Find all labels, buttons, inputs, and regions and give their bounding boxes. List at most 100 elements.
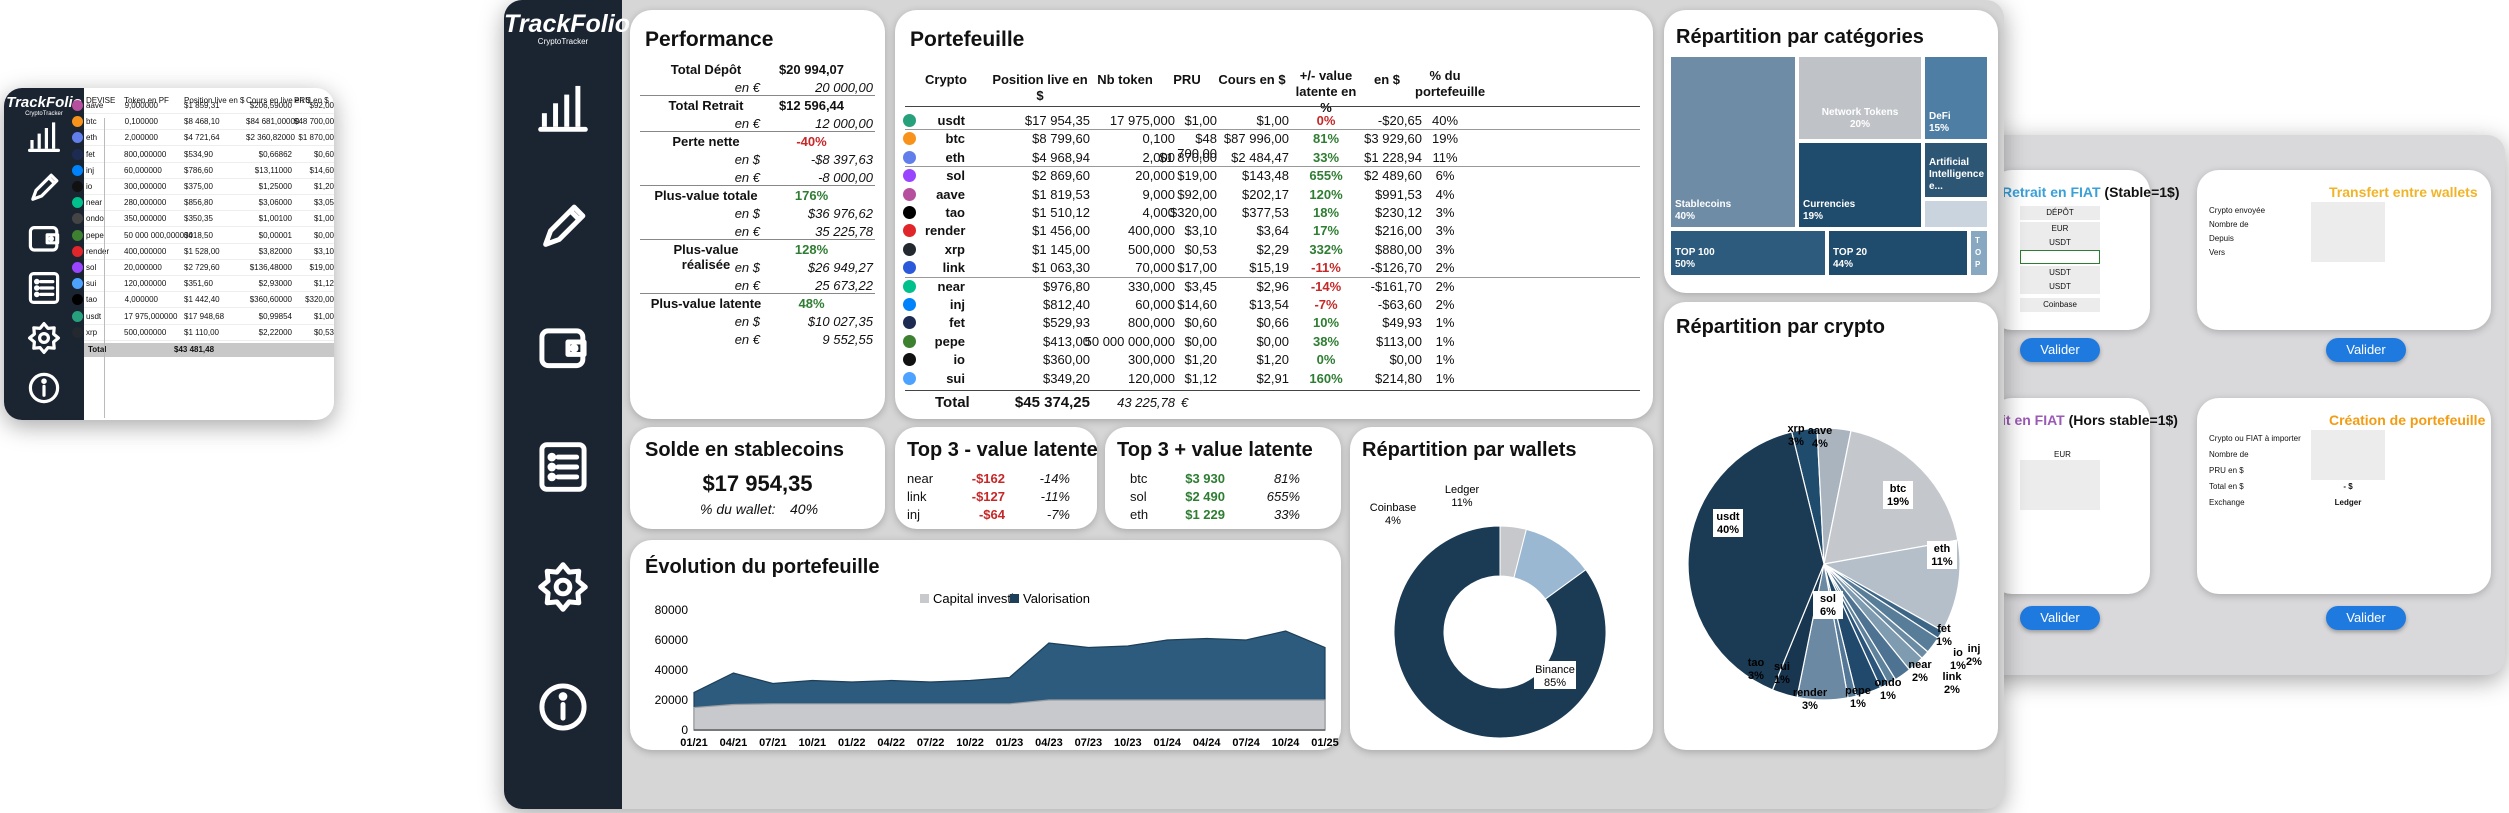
valider-button-1[interactable]: Valider bbox=[2020, 338, 2100, 362]
top_plus-pct: 33% bbox=[1273, 507, 1300, 522]
depot-input-box[interactable] bbox=[2020, 460, 2100, 510]
portfolio-pru: $19,00 bbox=[1177, 168, 1217, 184]
top_minus-crypto: link bbox=[907, 489, 927, 504]
left-sheet-pru: $1,00 bbox=[313, 214, 334, 224]
treemap-cat-pct: e... bbox=[1929, 181, 1943, 192]
treemap-cell: Network Tokens 20% bbox=[1798, 56, 1922, 140]
performance-label: en € bbox=[734, 170, 760, 185]
performance-label: en $ bbox=[734, 260, 760, 275]
info-icon[interactable] bbox=[532, 676, 594, 738]
table-row: eth $4 968,94 2,000 $1 870,00 $2 484,47 33% $1… bbox=[895, 149, 1653, 167]
portfolio-card: Portefeuille Crypto Position live en $ Nb … bbox=[895, 10, 1653, 419]
wallet-icon[interactable] bbox=[532, 316, 594, 378]
valider-button-4[interactable]: Valider bbox=[2326, 606, 2406, 630]
fet-icon bbox=[72, 148, 83, 160]
performance-label: Perte nette bbox=[672, 134, 740, 149]
portfolio-header-line bbox=[905, 106, 1640, 107]
retrait-input-selected[interactable] bbox=[2020, 250, 2100, 264]
retrait-field[interactable]: EUR bbox=[2020, 222, 2100, 236]
performance-label: en $ bbox=[734, 314, 760, 329]
performance-value: 9 552,55 bbox=[822, 332, 873, 347]
left-sheet-tokens: 400,000000 bbox=[124, 246, 167, 256]
portfolio-pru: $1,20 bbox=[1184, 352, 1217, 368]
top_plus-usd: $3 930 bbox=[1185, 471, 1225, 486]
retrait-field[interactable]: DÉPÔT bbox=[2020, 206, 2100, 220]
x-tick-label: 01/23 bbox=[996, 737, 1024, 749]
creation-input-box[interactable] bbox=[2311, 430, 2385, 480]
crypto-pie-chart: xrp3%aave4%btc19%eth11%fet1%inj2%io1%lin… bbox=[1687, 423, 1982, 712]
pie-label-pct: 1% bbox=[1950, 660, 1966, 672]
render-icon bbox=[72, 245, 83, 257]
ondo-icon bbox=[72, 213, 83, 225]
pie-label-box bbox=[1883, 481, 1913, 509]
list-icon[interactable] bbox=[24, 268, 64, 308]
creation-field-label: Total en $ bbox=[2209, 482, 2244, 491]
left-sheet-position: $786,60 bbox=[184, 165, 213, 175]
left-sheet-ticker: btc bbox=[86, 117, 97, 127]
left-sheet-ticker: ondo bbox=[86, 214, 104, 224]
performance-value: 20 000,00 bbox=[815, 80, 873, 95]
portfolio-col-header: Nb token bbox=[1097, 72, 1153, 87]
usdt-icon bbox=[72, 310, 83, 322]
retrait-field[interactable]: USDT bbox=[2020, 236, 2100, 250]
portfolio-nb: 2,000 bbox=[1142, 149, 1175, 165]
portfolio-pct: 655% bbox=[1309, 168, 1343, 184]
pepe-icon bbox=[72, 229, 83, 241]
portfolio-crypto: inj bbox=[949, 297, 965, 312]
retrait-field[interactable]: Coinbase bbox=[2020, 298, 2100, 312]
chart-icon[interactable] bbox=[24, 116, 64, 156]
pencil-icon[interactable] bbox=[24, 168, 64, 208]
table-row: pepe 50 000 000,000000 $418,50 $0,00001 $0,0… bbox=[72, 228, 334, 244]
portfolio-usd: $113,00 bbox=[1375, 333, 1422, 349]
table-row: btc $8 799,60 0,100 $48 700,00 $87 996,00 81%… bbox=[895, 130, 1653, 161]
treemap-cat-pct: 50% bbox=[1675, 259, 1696, 270]
retrait-field[interactable]: USDT bbox=[2020, 280, 2100, 294]
pencil-icon[interactable] bbox=[532, 196, 594, 258]
gear-icon[interactable] bbox=[24, 318, 64, 358]
categories-treemap: Stablecoins 40% Network Tokens 20% DeFi 15% Cu… bbox=[1670, 56, 1988, 276]
portfolio-pct: 0% bbox=[1316, 352, 1336, 368]
retrait-field[interactable]: USDT bbox=[2020, 266, 2100, 280]
transfert-input-box[interactable] bbox=[2311, 202, 2385, 262]
table-row: fet 800,000000 $534,90 $0,66862 $0,60 bbox=[72, 147, 334, 163]
portfolio-pct: 10% bbox=[1312, 315, 1340, 331]
left-sheet-pru: $3,05 bbox=[313, 198, 334, 208]
transfert-card: Transfert entre wallets Crypto envoyée No… bbox=[2197, 170, 2491, 330]
table-row: sui 120,000000 $351,60 $2,93000 $1,12 bbox=[72, 276, 334, 293]
left-sheet-pru: $1,20 bbox=[313, 182, 334, 191]
main-logo: TrackFolio CryptoTracker bbox=[504, 10, 630, 46]
portfolio-crypto: tao bbox=[945, 205, 966, 220]
left-sheet-ticker: render bbox=[86, 246, 110, 256]
portfolio-pru: $0,60 bbox=[1184, 315, 1217, 331]
portfolio-share: 11% bbox=[1432, 149, 1458, 165]
portfolio-col-header: PRU bbox=[1173, 72, 1201, 87]
performance-value: $26 949,27 bbox=[807, 260, 873, 275]
gear-icon[interactable] bbox=[532, 556, 594, 618]
x-tick-label: 01/22 bbox=[838, 737, 866, 749]
info-icon[interactable] bbox=[24, 368, 64, 408]
left-sheet-window: TrackFolio CryptoTracker DEVISE Token en … bbox=[4, 88, 334, 420]
left-sheet-pru: $14,60 bbox=[309, 165, 334, 175]
top_minus-usd: -$127 bbox=[971, 489, 1005, 504]
chart-icon[interactable] bbox=[532, 76, 594, 138]
table-row: tao 4,000000 $1 442,40 $360,60000 $320,00 bbox=[72, 292, 334, 309]
main-logo-sub: CryptoTracker bbox=[537, 37, 589, 46]
list-icon[interactable] bbox=[532, 436, 594, 498]
valider-button-2[interactable]: Valider bbox=[2326, 338, 2406, 362]
performance-value: 35 225,78 bbox=[815, 224, 873, 239]
portfolio-share: 1% bbox=[1435, 315, 1455, 331]
portfolio-nb: 800,000 bbox=[1128, 315, 1175, 331]
portfolio-col-header: % du portefeuille bbox=[1415, 68, 1486, 99]
top_plus-usd: $2 490 bbox=[1185, 489, 1225, 504]
valider-button-3[interactable]: Valider bbox=[2020, 606, 2100, 630]
treemap-cat-pct: O P bbox=[1975, 248, 1982, 269]
treemap-cat-name: Currencies bbox=[1803, 199, 1856, 210]
aave-icon bbox=[903, 187, 916, 201]
portfolio-nb: 70,000 bbox=[1135, 260, 1175, 276]
wallet-icon[interactable] bbox=[24, 218, 64, 258]
pie-label-pct: 40% bbox=[1717, 524, 1739, 536]
left-sheet-position: $1 859,31 bbox=[184, 101, 220, 110]
pie-label-name: tao bbox=[1748, 657, 1765, 669]
x-tick-label: 07/21 bbox=[759, 737, 787, 749]
left-sheet-live: $0,00001 bbox=[258, 230, 292, 240]
